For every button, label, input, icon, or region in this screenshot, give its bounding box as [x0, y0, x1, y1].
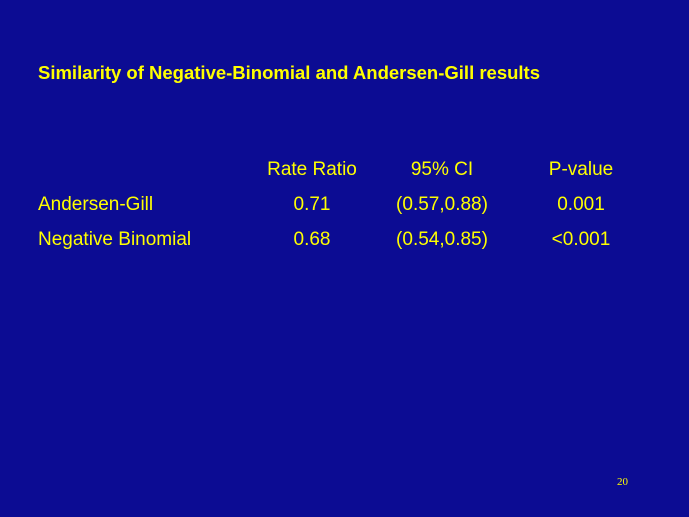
- table-cell: 0.68: [293, 229, 331, 250]
- table-cell: <0.001: [551, 229, 611, 250]
- row-label: Andersen-Gill: [38, 194, 154, 215]
- column-header: 95% CI: [410, 159, 474, 180]
- column-header: P-value: [548, 159, 614, 180]
- slide-title: Similarity of Negative-Binomial and Ande…: [38, 62, 541, 83]
- column-header: Rate Ratio: [267, 159, 357, 180]
- table-cell: (0.57,0.88): [396, 194, 488, 215]
- row-label: Negative Binomial: [38, 229, 192, 250]
- page-number: 20: [617, 476, 628, 488]
- table-cell: 0.001: [557, 194, 605, 215]
- table-cell: (0.54,0.85): [396, 229, 488, 250]
- table-cell: 0.71: [293, 194, 331, 215]
